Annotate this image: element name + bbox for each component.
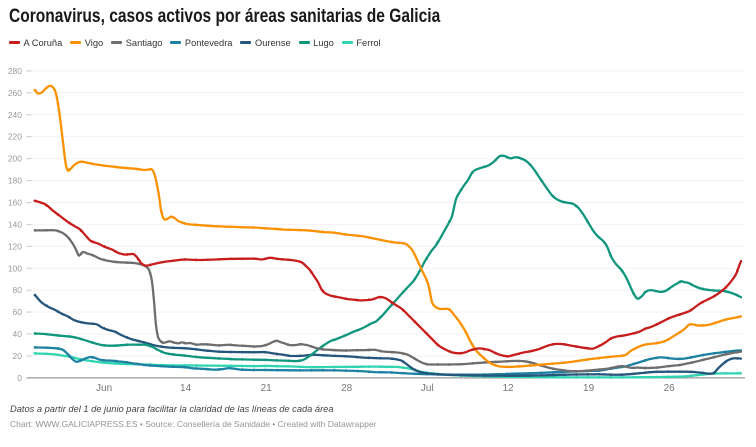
svg-text:240: 240	[8, 110, 22, 120]
svg-text:14: 14	[180, 383, 192, 394]
svg-text:20: 20	[13, 351, 23, 361]
svg-text:28: 28	[341, 383, 353, 394]
svg-text:140: 140	[8, 219, 22, 229]
svg-text:180: 180	[8, 176, 22, 186]
svg-text:200: 200	[8, 154, 22, 164]
svg-text:220: 220	[8, 132, 22, 142]
svg-text:Jul: Jul	[421, 383, 434, 394]
svg-text:120: 120	[8, 241, 22, 251]
svg-text:80: 80	[13, 285, 23, 295]
svg-text:160: 160	[8, 198, 22, 208]
svg-text:21: 21	[261, 383, 273, 394]
svg-text:0: 0	[17, 373, 22, 383]
svg-text:40: 40	[13, 329, 23, 339]
svg-text:19: 19	[583, 383, 595, 394]
svg-text:100: 100	[8, 263, 22, 273]
svg-text:12: 12	[502, 383, 514, 394]
svg-text:Jun: Jun	[96, 383, 112, 394]
svg-text:60: 60	[13, 307, 23, 317]
svg-text:280: 280	[8, 66, 22, 76]
svg-text:260: 260	[8, 88, 22, 98]
svg-text:26: 26	[664, 383, 676, 394]
